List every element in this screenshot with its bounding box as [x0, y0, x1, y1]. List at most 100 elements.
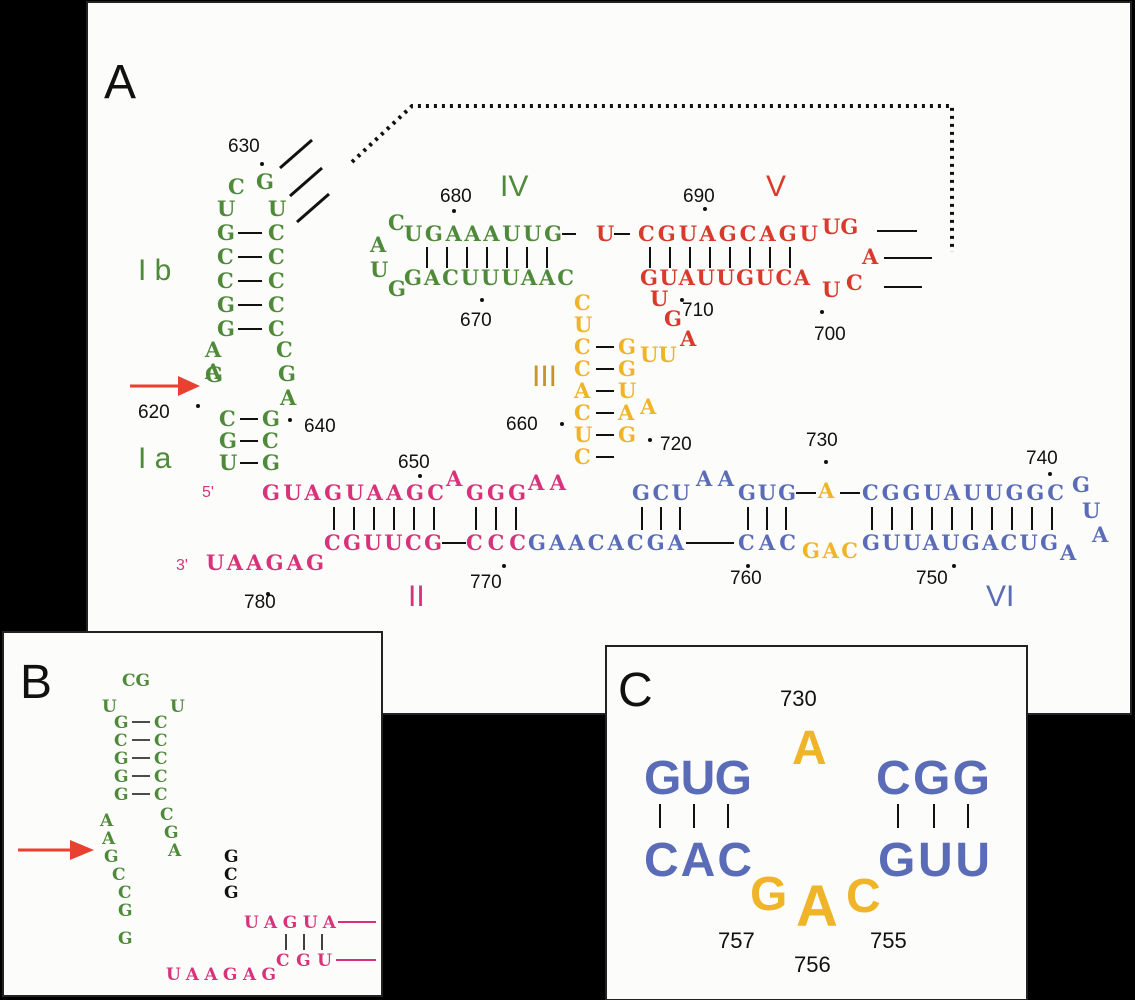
label-ia: I a [138, 442, 172, 475]
nt-bulge-g: G [205, 362, 223, 387]
label-iii: III [532, 360, 557, 393]
nt-v-a2: A [679, 326, 697, 351]
num-750: 750 [916, 568, 948, 589]
nt-vi-u: U [1082, 498, 1100, 523]
b-u-right: U [170, 697, 185, 717]
label-iv: IV [500, 170, 528, 203]
nt-iv-g: G [388, 276, 406, 301]
num-660: 660 [506, 414, 538, 435]
strand-ii-ggg: GGG [466, 480, 526, 505]
nt-iii-uu: UU [640, 342, 677, 367]
strand-iv-bottom: GACUUUAAC [404, 265, 574, 290]
nt-vi-g: G [1072, 472, 1090, 497]
c-loop-c: C [846, 870, 881, 923]
nt-v-u: U [596, 221, 614, 246]
nt-vi-a3: A [1059, 540, 1077, 565]
pseudoknot-connector [350, 104, 954, 252]
nt-v-a: A [861, 244, 879, 269]
num-760: 760 [730, 568, 762, 589]
panel-b-letter: B [20, 656, 52, 709]
helix-v: U CGUAGCAGU UG A GUAUUGUCA U C U G A [596, 214, 879, 351]
panel-b-frame [2, 631, 383, 997]
num-650: 650 [398, 452, 430, 473]
c-bottom-right: GUU [878, 834, 990, 887]
nt-iv-u: U [370, 257, 388, 282]
c-num-757: 757 [718, 928, 755, 953]
strand-vi-gug: GUG [738, 480, 796, 505]
c-loop-g: G [750, 868, 787, 921]
c-num-756: 756 [794, 952, 831, 977]
c-loop-a: A [796, 874, 838, 939]
strand-v-top: CGUAGCAGU [638, 221, 818, 246]
c-num-730: 730 [780, 686, 817, 711]
panel-c-letter: C [618, 664, 653, 717]
b-uagua: UAGUA [244, 913, 337, 933]
strand-ii-bottom3: CCC [466, 530, 526, 555]
nt-vi-bulge-a: A [817, 478, 835, 503]
panel-a-letter: A [104, 56, 136, 109]
panel-c-frame [605, 645, 1028, 1000]
nt-v-u3: U [650, 286, 668, 311]
nt-v-g: G [664, 306, 682, 331]
strand-iv-top: UGAAAUUG [404, 221, 562, 246]
num-710: 710 [682, 300, 714, 321]
b-loop-cg: CG [122, 671, 150, 691]
num-680: 680 [440, 186, 472, 207]
num-740: 740 [1026, 448, 1058, 469]
num-780: 780 [244, 592, 276, 613]
red-arrow-icon [130, 376, 200, 396]
label-ib: I b [138, 254, 171, 287]
five-prime-label: 5' [202, 484, 214, 501]
num-730: 730 [806, 430, 838, 451]
strand-ii-top: GUAGUAAGC [262, 480, 444, 505]
label-ii: II [408, 580, 425, 613]
nt-loop-g: G [256, 169, 274, 194]
strand-vi-gcu: GCU [632, 480, 690, 505]
nt-v-c: C [846, 270, 863, 295]
num-770: 770 [470, 572, 502, 593]
helix-v-extension-lines [877, 230, 932, 288]
num-640: 640 [304, 416, 336, 437]
nt-vi-a2: A [1091, 522, 1109, 547]
strand-vi-cac: CAC [738, 530, 796, 555]
c-bottom-left: CAC [644, 834, 752, 887]
num-620: 620 [138, 402, 170, 423]
num-670: 670 [460, 310, 492, 331]
three-prime-label: 3' [176, 557, 188, 574]
b-u-left: U [102, 697, 117, 717]
strand-v-bottom: GUAUUGUCA [640, 265, 811, 290]
nt-ii-a: A [445, 466, 463, 491]
b-cgu: CGU [276, 951, 332, 971]
b-bottom-g: G [118, 929, 133, 949]
nt-v-ug: UG [822, 214, 858, 239]
panel-a-frame [86, 1, 1132, 715]
nt-iii-a: A [639, 394, 657, 419]
nt-v-u2: U [822, 277, 840, 302]
c-top-left: GUG [644, 752, 752, 805]
nt-loop-c: C [228, 174, 245, 199]
nt-iv-c: C [388, 210, 405, 235]
nt-iv-a: A [369, 232, 387, 257]
helix-iv: C A U G UGAAAUUG GACUUUAAC [369, 210, 576, 301]
c-bulge-a: A [792, 722, 827, 775]
b-red-arrow-icon [18, 840, 94, 860]
num-700: 700 [814, 324, 846, 345]
c-top-right: CGG [876, 752, 990, 805]
pseudoknot-slashes [279, 138, 330, 224]
